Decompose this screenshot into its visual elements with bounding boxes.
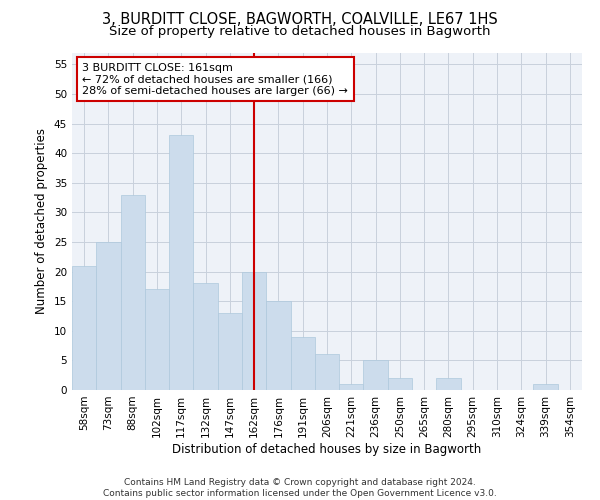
Text: Size of property relative to detached houses in Bagworth: Size of property relative to detached ho… — [109, 25, 491, 38]
Text: 3, BURDITT CLOSE, BAGWORTH, COALVILLE, LE67 1HS: 3, BURDITT CLOSE, BAGWORTH, COALVILLE, L… — [102, 12, 498, 28]
Bar — [315, 354, 339, 390]
Bar — [72, 266, 96, 390]
Bar — [339, 384, 364, 390]
Text: Contains HM Land Registry data © Crown copyright and database right 2024.
Contai: Contains HM Land Registry data © Crown c… — [103, 478, 497, 498]
Bar — [193, 284, 218, 390]
Bar — [96, 242, 121, 390]
Bar — [388, 378, 412, 390]
Bar — [533, 384, 558, 390]
Bar — [364, 360, 388, 390]
Bar — [145, 290, 169, 390]
Bar — [266, 301, 290, 390]
Bar — [436, 378, 461, 390]
Text: 3 BURDITT CLOSE: 161sqm
← 72% of detached houses are smaller (166)
28% of semi-d: 3 BURDITT CLOSE: 161sqm ← 72% of detache… — [82, 62, 348, 96]
Bar — [169, 136, 193, 390]
Bar — [121, 194, 145, 390]
Bar — [242, 272, 266, 390]
Bar — [290, 336, 315, 390]
Bar — [218, 313, 242, 390]
X-axis label: Distribution of detached houses by size in Bagworth: Distribution of detached houses by size … — [172, 442, 482, 456]
Y-axis label: Number of detached properties: Number of detached properties — [35, 128, 49, 314]
